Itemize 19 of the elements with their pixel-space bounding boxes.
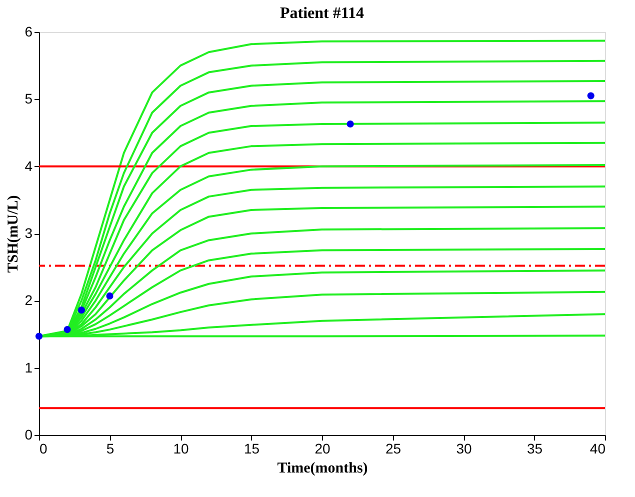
chart-title: Patient #114 [280,5,364,22]
y-tick-label: 0 [24,426,33,442]
x-tick-label: 35 [526,440,543,456]
x-tick-label: 25 [385,440,402,456]
y-tick-label: 6 [24,24,33,40]
x-tick-label: 10 [173,440,189,456]
y-tick-label: 4 [24,158,33,174]
y-tick-label: 3 [24,225,33,241]
x-tick-label: 40 [590,440,606,456]
x-tick-label: 15 [244,440,260,456]
y-tick-label: 5 [24,90,33,107]
x-tick-label: 5 [106,440,114,456]
x-axis-title: Time(months) [277,460,368,476]
y-axis-title: TSH(mU/L) [6,195,22,273]
x-tick-label: 20 [314,440,330,456]
y-tick-label: 1 [24,359,33,376]
y-tick-label: 2 [24,292,33,308]
x-tick-label: 30 [456,440,472,456]
x-tick-label: 0 [40,440,48,456]
